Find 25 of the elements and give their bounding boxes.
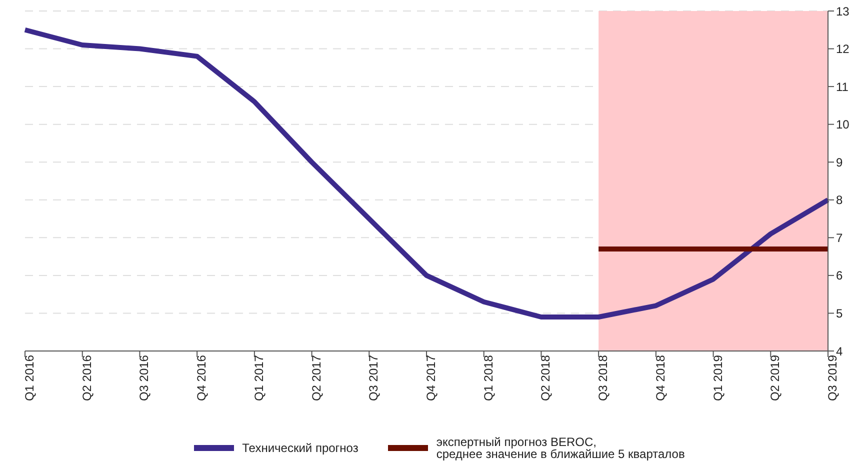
legend-label: Технический прогноз <box>242 441 358 455</box>
x-tick-label: Q1 2017 <box>252 354 266 402</box>
y-tick-label: 12 <box>836 42 850 56</box>
y-tick-label: 5 <box>836 306 843 320</box>
x-tick-label: Q1 2016 <box>22 354 37 402</box>
y-tick-label: 10 <box>836 118 850 132</box>
legend-label: экспертный прогноз BEROC, среднее значение в ближайшие 5 кварталов <box>436 435 685 461</box>
y-tick-label: 9 <box>836 155 843 170</box>
x-tick-label: Q4 2018 <box>653 354 668 402</box>
y-tick-label: 7 <box>836 230 843 245</box>
y-tick-label: 8 <box>836 193 843 208</box>
x-tick-label: Q3 2016 <box>137 354 152 402</box>
x-tick-label: Q2 2016 <box>80 354 94 402</box>
y-tick-label: 6 <box>836 268 843 283</box>
x-tick-label: Q4 2016 <box>194 354 209 402</box>
x-tick-label: Q1 2018 <box>481 354 496 402</box>
x-tick-label: Q1 2019 <box>710 354 725 402</box>
x-tick-label: Q2 2017 <box>309 354 324 402</box>
y-tick-label: 13 <box>836 4 850 18</box>
x-tick-label: Q2 2018 <box>538 354 553 402</box>
x-tick-label: Q3 2018 <box>596 354 610 402</box>
x-tick-label: Q2 2019 <box>768 354 782 402</box>
y-tick-label: 11 <box>836 80 849 94</box>
x-tick-label: Q3 2017 <box>366 354 381 402</box>
x-tick-label: Q4 2017 <box>424 354 438 402</box>
